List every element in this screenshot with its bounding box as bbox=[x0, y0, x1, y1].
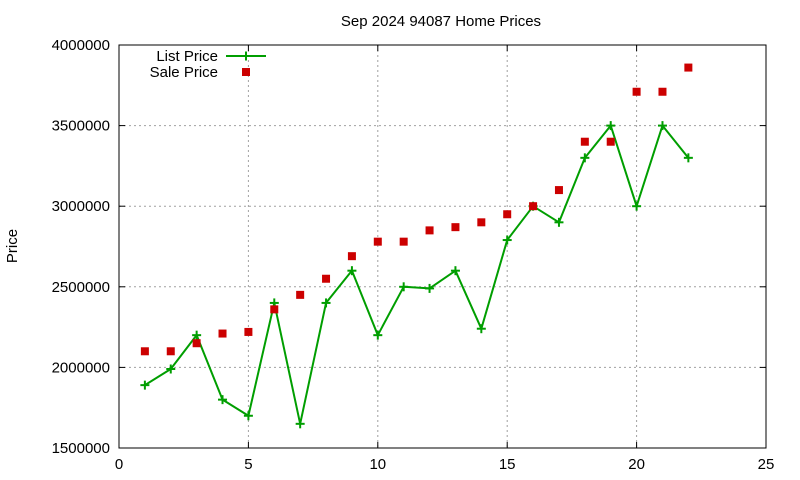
grid bbox=[119, 45, 766, 448]
chart-title: Sep 2024 94087 Home Prices bbox=[341, 13, 541, 30]
series-layer bbox=[140, 63, 693, 429]
list-price-point bbox=[218, 395, 228, 405]
legend-plus-swatch bbox=[241, 51, 251, 61]
y-axis-label: Price bbox=[4, 229, 21, 263]
sale-price-point bbox=[166, 347, 175, 356]
y-tick-label: 1500000 bbox=[52, 440, 110, 457]
sale-price-point bbox=[503, 210, 512, 219]
y-tick-label: 3500000 bbox=[52, 118, 110, 135]
sale-price-point bbox=[270, 305, 279, 314]
x-tick-label: 10 bbox=[369, 456, 386, 473]
sale-price-point bbox=[606, 137, 615, 146]
sale-price-point bbox=[192, 339, 201, 348]
sale-price-point bbox=[347, 252, 356, 261]
sale-price-point bbox=[658, 87, 667, 96]
y-tick-label: 3000000 bbox=[52, 198, 110, 215]
list-price-point bbox=[657, 121, 667, 131]
list-price-point bbox=[476, 324, 486, 334]
sale-price-point bbox=[244, 327, 253, 336]
sale-price-point bbox=[477, 218, 486, 227]
sale-price-point bbox=[529, 202, 538, 211]
legend-label: Sale Price bbox=[150, 64, 218, 81]
x-tick-label: 25 bbox=[758, 456, 775, 473]
x-tick-label: 0 bbox=[115, 456, 123, 473]
y-tick-label: 2500000 bbox=[52, 279, 110, 296]
list-price-point bbox=[606, 121, 616, 131]
list-price-point bbox=[450, 266, 460, 276]
sale-price-point bbox=[218, 329, 227, 338]
list-price-point bbox=[295, 419, 305, 429]
x-tick-label: 20 bbox=[628, 456, 645, 473]
list-price-point bbox=[632, 201, 642, 211]
sale-price-point bbox=[140, 347, 149, 356]
list-price-point bbox=[243, 411, 253, 421]
sale-price-point bbox=[451, 223, 460, 232]
list-price-point bbox=[140, 380, 150, 390]
sale-price-point bbox=[632, 87, 641, 96]
sale-price-point bbox=[580, 137, 589, 146]
y-tick-label: 4000000 bbox=[52, 37, 110, 54]
sale-price-point bbox=[322, 274, 331, 283]
x-tick-label: 15 bbox=[499, 456, 516, 473]
list-price-point bbox=[683, 153, 693, 163]
list-price-point bbox=[502, 235, 512, 245]
sale-price-point bbox=[425, 226, 434, 235]
sale-price-point bbox=[373, 237, 382, 246]
legend-label: List Price bbox=[156, 48, 218, 65]
y-tick-label: 2000000 bbox=[52, 359, 110, 376]
sale-price-point bbox=[684, 63, 693, 72]
list-price-point bbox=[321, 298, 331, 308]
x-tick-label: 5 bbox=[244, 456, 252, 473]
list-price-point bbox=[347, 266, 357, 276]
sale-price-point bbox=[554, 186, 563, 195]
list-price-line bbox=[144, 124, 690, 425]
list-price-point bbox=[373, 330, 383, 340]
sale-price-point bbox=[296, 290, 305, 299]
list-price-point bbox=[166, 364, 176, 374]
list-price-point bbox=[580, 153, 590, 163]
list-price-point bbox=[425, 283, 435, 293]
list-price-point bbox=[192, 330, 202, 340]
sale-price-point bbox=[399, 237, 408, 246]
list-price-point bbox=[399, 282, 409, 292]
legend-square-swatch bbox=[242, 68, 250, 76]
plot-frame bbox=[118, 44, 767, 449]
axis-ticks: 0 5 10 15 20 25 1500000 2000000 2500000 3000000 35… bbox=[52, 37, 775, 473]
list-price-point bbox=[554, 217, 564, 227]
